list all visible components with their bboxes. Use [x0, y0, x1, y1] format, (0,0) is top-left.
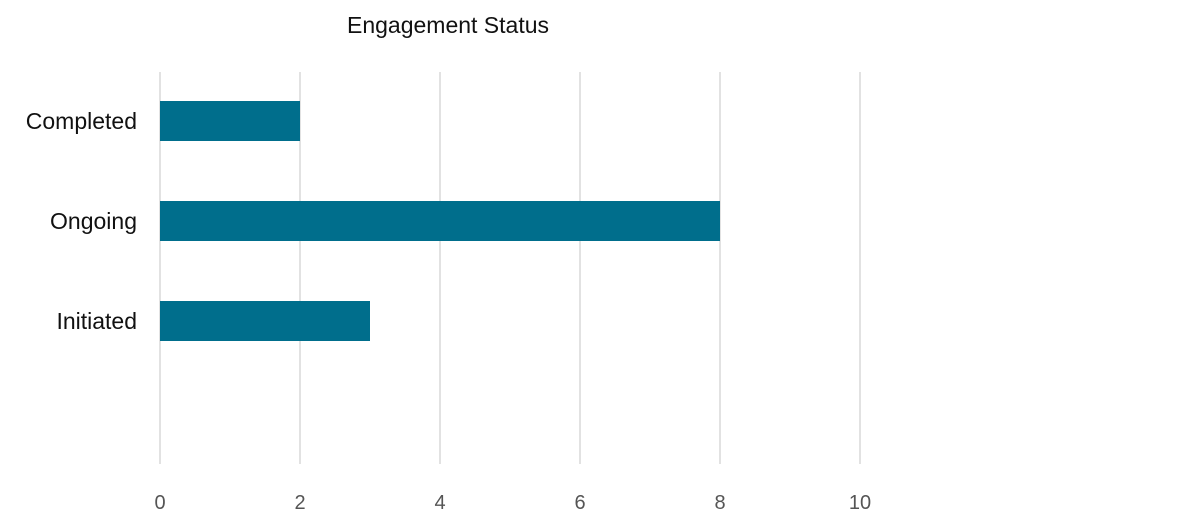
label-layer: 0 2 4 6 8 10 Completed Ongoing Initiated	[26, 108, 871, 513]
bar-layer	[160, 101, 720, 341]
x-tick-label-4: 4	[434, 492, 445, 513]
category-label-completed: Completed	[26, 108, 137, 134]
x-tick-label-10: 10	[849, 492, 871, 513]
x-tick-label-0: 0	[154, 492, 165, 513]
category-label-ongoing: Ongoing	[50, 208, 137, 234]
x-tick-label-2: 2	[294, 492, 305, 513]
chart-title: Engagement Status	[346, 12, 550, 38]
x-tick-label-8: 8	[714, 492, 725, 513]
bar-completed	[160, 101, 300, 141]
bar-initiated	[160, 301, 370, 341]
category-label-initiated: Initiated	[56, 308, 137, 334]
bar-ongoing	[160, 201, 720, 241]
x-tick-label-6: 6	[574, 492, 585, 513]
